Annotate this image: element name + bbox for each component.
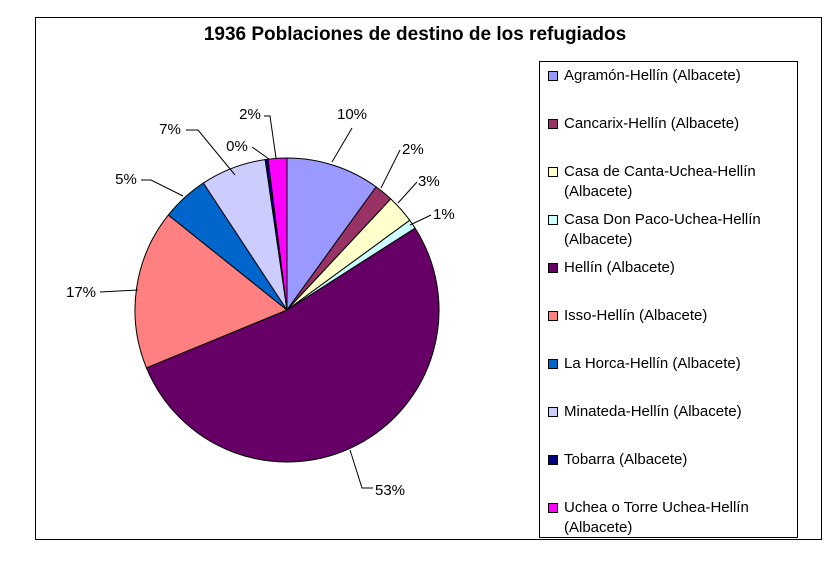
legend-label: Uchea o Torre Uchea-Hellín (Albacete) bbox=[564, 499, 749, 536]
data-label: 2% bbox=[402, 141, 424, 158]
data-label-leader-line bbox=[99, 289, 139, 293]
data-label-leader-line bbox=[409, 214, 432, 226]
legend-swatch bbox=[548, 455, 558, 465]
legend-label: Isso-Hellín (Albacete) bbox=[564, 307, 708, 324]
legend-swatch bbox=[548, 119, 558, 129]
legend-label: Tobarra (Albacete) bbox=[564, 451, 688, 468]
data-label: 17% bbox=[66, 284, 96, 301]
legend-label: La Horca-Hellín (Albacete) bbox=[564, 355, 741, 372]
legend-label: Minateda-Hellín (Albacete) bbox=[564, 403, 742, 420]
legend-label: Hellín (Albacete) bbox=[564, 259, 675, 276]
legend-swatch bbox=[548, 71, 558, 81]
legend-label: Cancarix-Hellín (Albacete) bbox=[564, 115, 740, 132]
pie-slice bbox=[145, 227, 440, 463]
data-label: 0% bbox=[226, 138, 248, 155]
legend-swatch bbox=[548, 215, 558, 225]
data-label-leader-line bbox=[349, 449, 373, 489]
data-label: 10% bbox=[337, 106, 367, 123]
data-label-leader-line bbox=[380, 149, 401, 189]
legend-swatch bbox=[548, 407, 558, 417]
legend-label: Casa Don Paco-Uchea-Hellín (Albacete) bbox=[564, 211, 761, 248]
data-label: 53% bbox=[375, 482, 405, 499]
data-label: 7% bbox=[159, 121, 181, 138]
legend-label: Casa de Canta-Uchea-Hellín (Albacete) bbox=[564, 163, 756, 200]
data-label-leader-line bbox=[264, 115, 277, 159]
legend-swatch bbox=[548, 167, 558, 177]
chart-title: 1936 Poblaciones de destino de los refug… bbox=[0, 24, 830, 46]
data-label: 5% bbox=[115, 171, 137, 188]
legend-swatch bbox=[548, 503, 558, 513]
data-label: 3% bbox=[418, 173, 440, 190]
legend-swatch bbox=[548, 311, 558, 321]
legend-swatch bbox=[548, 359, 558, 369]
data-label-leader-line bbox=[331, 127, 353, 163]
data-label: 1% bbox=[433, 206, 455, 223]
data-label-leader-line bbox=[397, 181, 418, 204]
pie-slice bbox=[286, 157, 377, 312]
data-label-leader-line bbox=[186, 129, 236, 176]
legend-swatch bbox=[548, 263, 558, 273]
data-label-leader-line bbox=[141, 179, 184, 197]
pie-slice bbox=[134, 214, 288, 369]
data-label: 2% bbox=[239, 106, 261, 123]
data-label-leader-line bbox=[251, 146, 270, 160]
legend-label: Agramón-Hellín (Albacete) bbox=[564, 67, 741, 84]
chart-title-text: 1936 Poblaciones de destino de los refug… bbox=[203, 24, 627, 45]
pie-slice bbox=[267, 157, 288, 311]
legend: Agramón-Hellín (Albacete) Cancarix-Hellín… bbox=[539, 61, 798, 538]
